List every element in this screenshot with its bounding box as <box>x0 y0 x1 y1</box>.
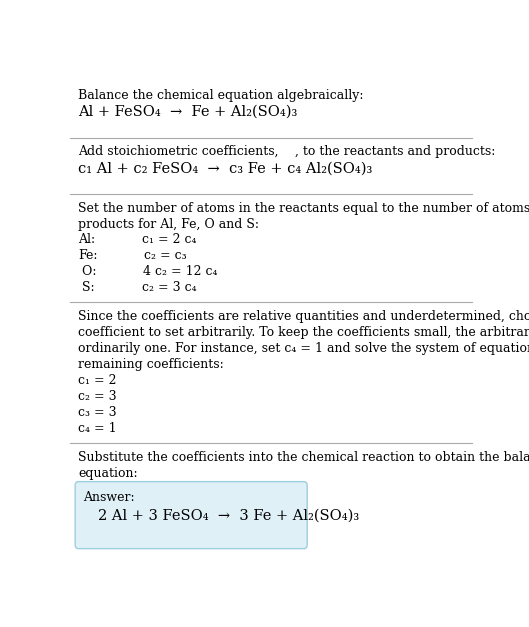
Text: Al:: Al: <box>78 233 96 246</box>
Text: coefficient to set arbitrarily. To keep the coefficients small, the arbitrary va: coefficient to set arbitrarily. To keep … <box>78 326 529 339</box>
Text: Set the number of atoms in the reactants equal to the number of atoms in the: Set the number of atoms in the reactants… <box>78 202 529 214</box>
Text: Since the coefficients are relative quantities and underdetermined, choose a: Since the coefficients are relative quan… <box>78 310 529 323</box>
FancyBboxPatch shape <box>75 482 307 549</box>
Text: O:: O: <box>78 265 97 278</box>
Text: Fe:: Fe: <box>78 249 98 261</box>
Text: c₁ Al + c₂ FeSO₄  →  c₃ Fe + c₄ Al₂(SO₄)₃: c₁ Al + c₂ FeSO₄ → c₃ Fe + c₄ Al₂(SO₄)₃ <box>78 161 373 175</box>
Text: Substitute the coefficients into the chemical reaction to obtain the balanced: Substitute the coefficients into the che… <box>78 451 529 464</box>
Text: Balance the chemical equation algebraically:: Balance the chemical equation algebraica… <box>78 89 364 102</box>
Text: c₁ = 2 c₄: c₁ = 2 c₄ <box>142 233 197 246</box>
Text: c₂ = 3 c₄: c₂ = 3 c₄ <box>142 281 196 293</box>
Text: ordinarily one. For instance, set c₄ = 1 and solve the system of equations for t: ordinarily one. For instance, set c₄ = 1… <box>78 342 529 355</box>
Text: c₂ = 3: c₂ = 3 <box>78 390 117 403</box>
Text: c₁ = 2: c₁ = 2 <box>78 374 117 387</box>
Text: S:: S: <box>78 281 95 293</box>
Text: 4 c₂ = 12 c₄: 4 c₂ = 12 c₄ <box>143 265 218 278</box>
Text: c₂ = c₃: c₂ = c₃ <box>144 249 187 261</box>
Text: , to the reactants and products:: , to the reactants and products: <box>295 145 496 158</box>
Text: c₄ = 1: c₄ = 1 <box>78 421 117 435</box>
Text: equation:: equation: <box>78 467 138 480</box>
Text: Al + FeSO₄  →  Fe + Al₂(SO₄)₃: Al + FeSO₄ → Fe + Al₂(SO₄)₃ <box>78 105 298 119</box>
Text: c₃ = 3: c₃ = 3 <box>78 406 117 419</box>
Text: remaining coefficients:: remaining coefficients: <box>78 358 224 371</box>
Text: 2 Al + 3 FeSO₄  →  3 Fe + Al₂(SO₄)₃: 2 Al + 3 FeSO₄ → 3 Fe + Al₂(SO₄)₃ <box>98 508 359 523</box>
Text: Add stoichiometric coefficients,: Add stoichiometric coefficients, <box>78 145 283 158</box>
Text: Answer:: Answer: <box>84 492 135 504</box>
Text: products for Al, Fe, O and S:: products for Al, Fe, O and S: <box>78 218 259 231</box>
